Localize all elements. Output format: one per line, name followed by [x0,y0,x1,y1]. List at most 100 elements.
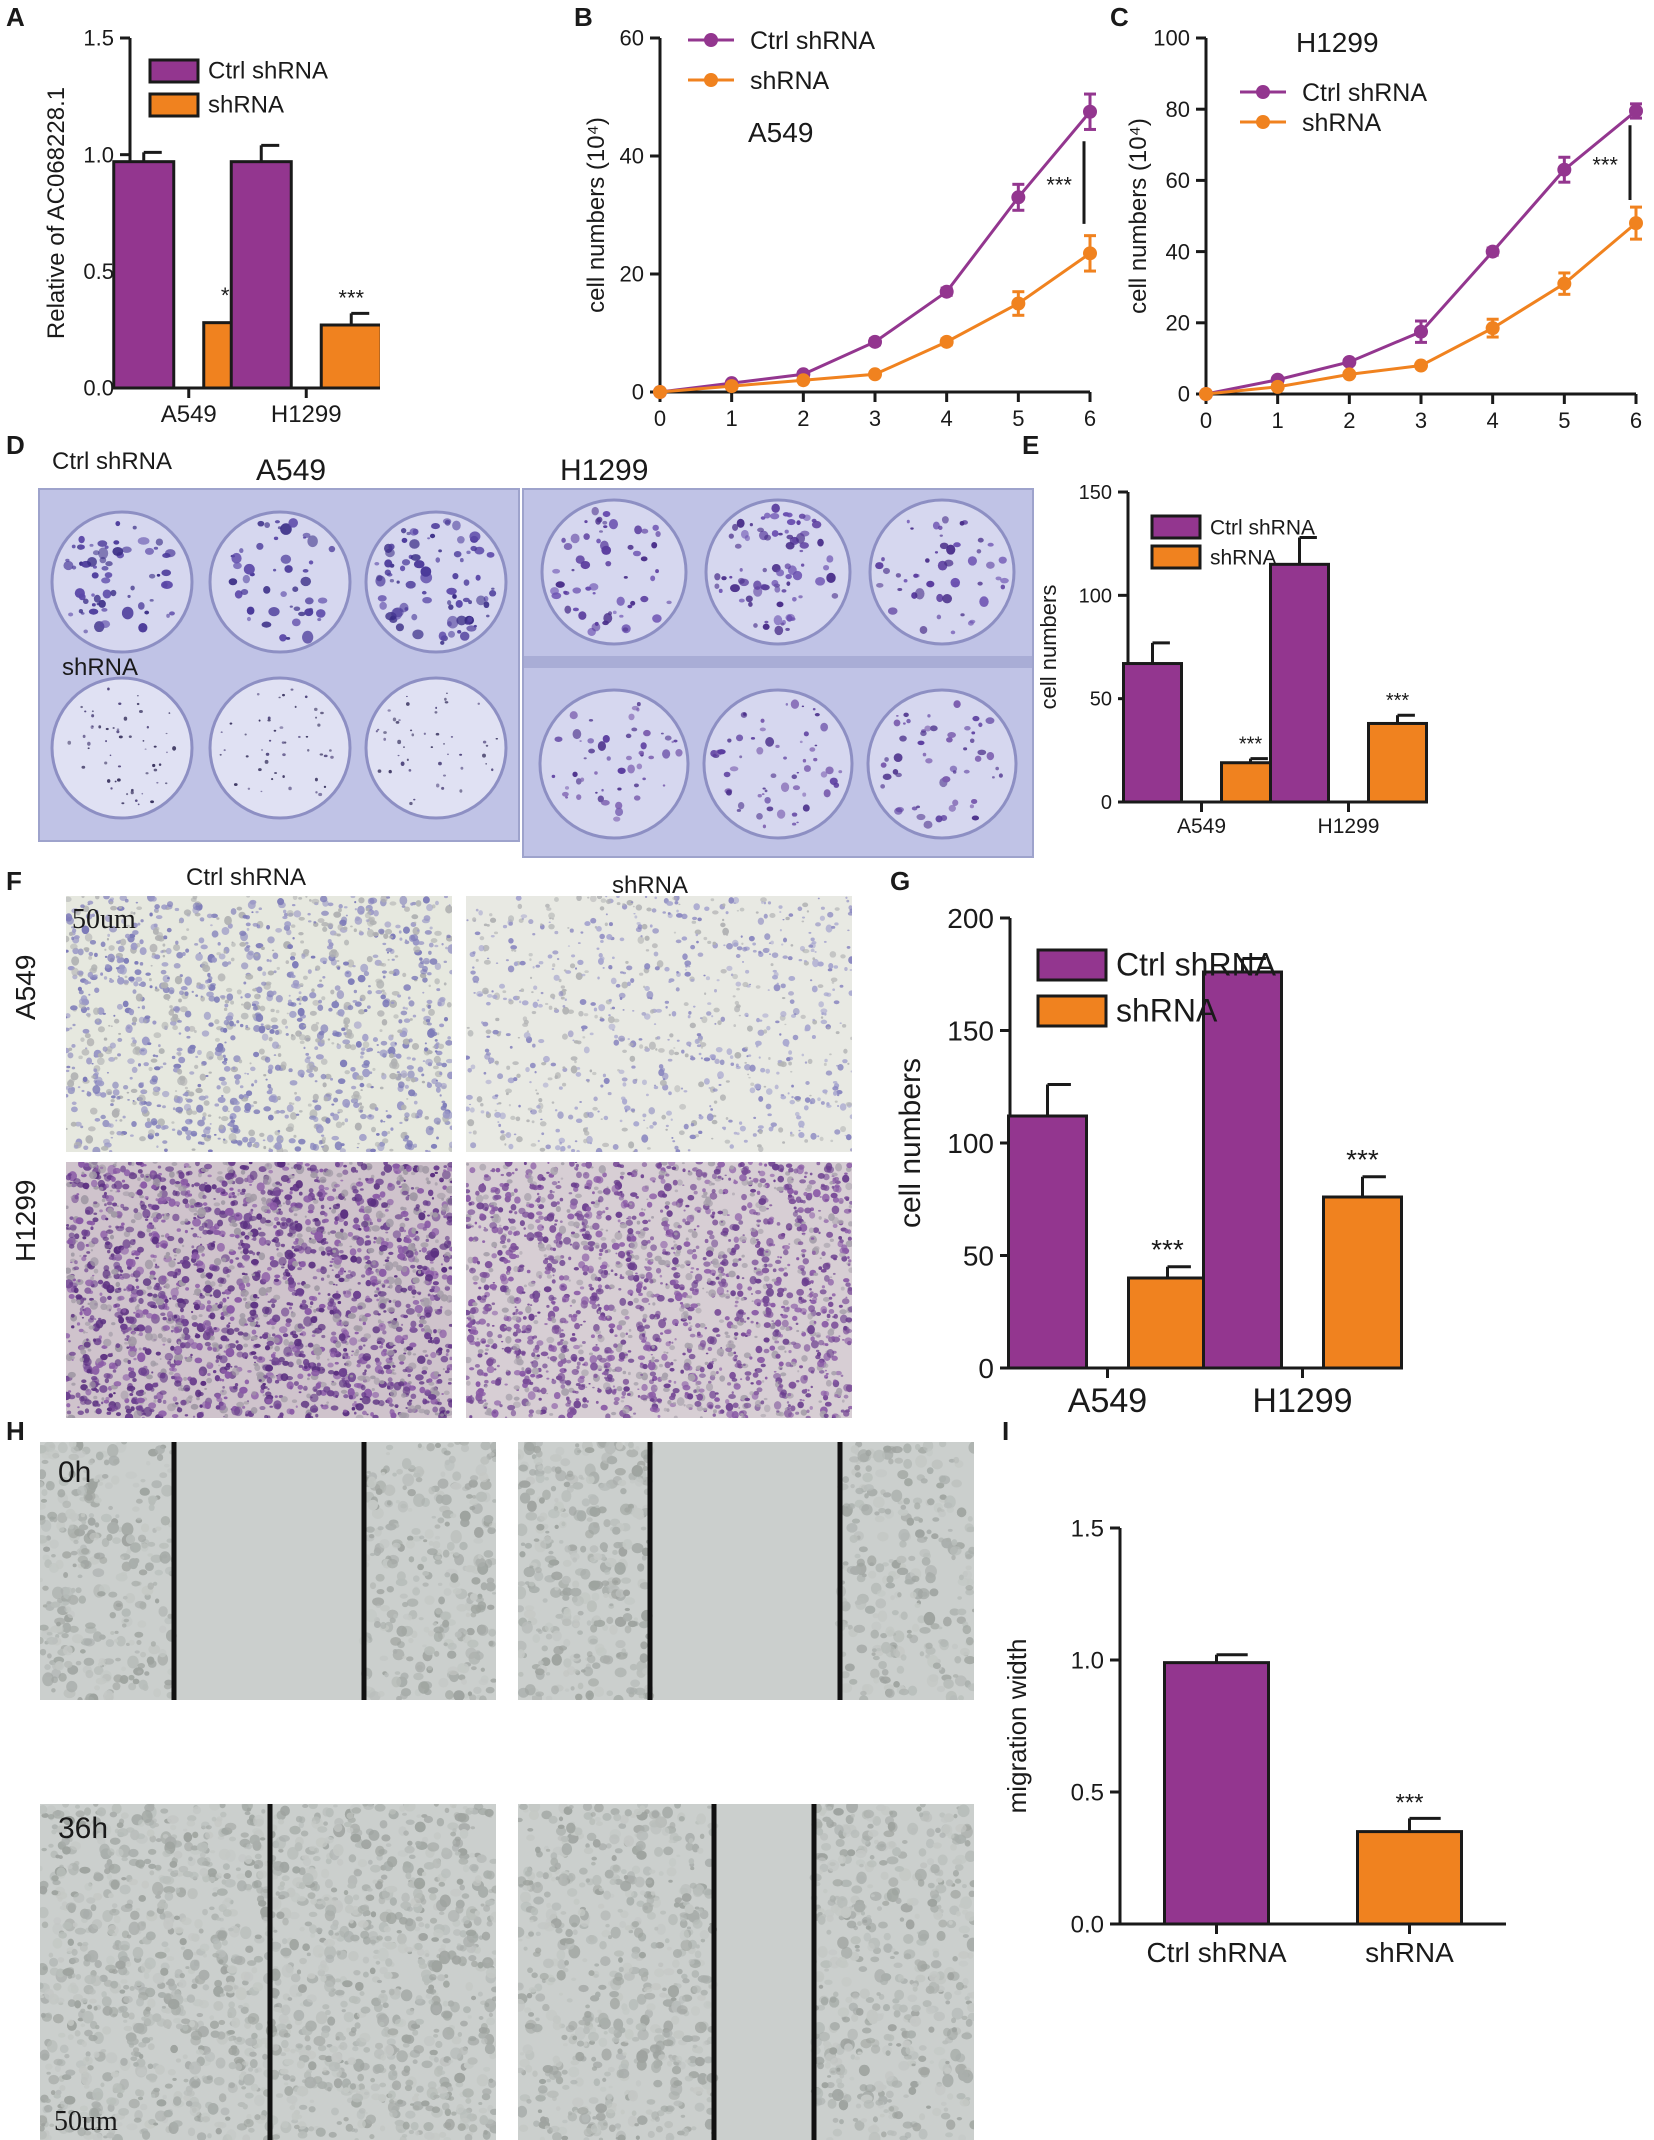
bar-shrna-a549 [1127,1276,1208,1370]
panel-letter-f: F [6,866,22,896]
legend-label: shRNA [1210,547,1277,570]
transwell-a549-sh-photo [466,896,852,1152]
y-tick-label: 100 [947,1128,994,1159]
transwell-a549-ctrl-photo [66,896,452,1152]
y-axis-label: Relative of AC068228.1 [43,87,70,339]
x-tick-label: 5 [1558,408,1570,430]
significance-marker: *** [1346,1144,1379,1175]
bar-ctrl-shrna-a549 [1007,1114,1088,1370]
legend-marker [1256,85,1270,99]
y-tick-label: 20 [620,262,644,287]
x-tick-label: 0 [1200,408,1212,430]
y-tick-label: 50 [1090,689,1112,711]
data-point [1414,358,1428,373]
data-point [939,284,954,299]
legend-swatch [1150,544,1202,570]
y-tick-label: 1.0 [1071,1647,1104,1674]
bar-shrna-h1299 [319,323,380,390]
y-tick-label: 0 [1101,792,1112,814]
data-point [1485,321,1500,336]
y-tick-label: 60 [620,26,644,51]
x-tick-label: A549 [161,401,217,428]
panel-letter-c: C [1110,2,1129,32]
panel-f-col2-label: shRNA [612,872,689,899]
significance-marker: *** [1239,734,1263,756]
bar-ctrl-shrna-h1299 [1202,970,1283,1370]
chart-b-a549-growth: 0 20 40 60 cell numbers (10⁴) 0 1 2 3 4 5 6 Days *** C… [583,26,1097,430]
bar-ctrl-shrna-ctrl-shrna [1163,1661,1270,1926]
chart-a-relative-expression: 0.0 0.5 1.0 1.5 Relative of AC068228.1 *** A54… [43,26,380,428]
bar-shrna-h1299 [1322,1195,1403,1370]
colony-plate-h1299-photo [522,488,1034,858]
bar-shrna-h1299 [1367,721,1428,804]
bar-ctrl-shrna-a549 [1122,662,1183,804]
y-axis-label: migration width [1002,1639,1032,1814]
wound-ctrl-0h-photo [40,1442,496,1700]
x-tick-label: 6 [1630,408,1642,430]
x-tick-label: A549 [1177,815,1226,838]
x-tick-label: 2 [797,406,809,430]
wound-sh-0h-photo [518,1442,974,1700]
bar-shrna-shrna [1356,1830,1463,1926]
data-point [868,334,882,349]
legend-swatch [1036,948,1108,982]
chart-e-colony-count: 0 50 100 150 cell numbers *** A549 *** H1299 Ctrl… [1036,482,1428,838]
x-axis-label: Days [1401,428,1460,430]
x-tick-label: 3 [1415,408,1427,430]
legend-swatch [1036,994,1108,1028]
y-tick-label: 0 [632,380,644,405]
data-point [868,367,882,382]
y-tick-label: 150 [1079,482,1112,504]
transwell-h1299-sh-photo [466,1162,852,1418]
panel-f-col1-label: Ctrl shRNA [186,864,307,891]
legend-marker [1256,115,1270,129]
y-tick-label: 100 [1079,585,1112,607]
panel-letter-h: H [6,1416,25,1446]
colony-plate-a549-photo [38,488,520,842]
transwell-scale-label: 50um [72,904,136,935]
y-tick-label: 80 [1166,97,1190,122]
data-point [1083,104,1097,119]
legend-marker [704,73,718,87]
y-tick-label: 60 [1166,168,1190,193]
x-tick-label: Ctrl shRNA [1146,1937,1286,1968]
y-tick-label: 0.0 [83,376,114,401]
significance-marker: *** [338,285,364,310]
y-tick-label: 40 [620,144,644,169]
y-tick-label: 1.0 [83,142,114,167]
x-tick-label: 4 [941,406,953,430]
panel-letter-g: G [890,866,911,896]
colony-plate-a549-wells [40,490,518,840]
y-tick-label: 0 [1178,382,1190,407]
data-point [1557,162,1572,177]
x-tick-label: H1299 [1252,1382,1352,1420]
x-axis-label: Days [855,426,914,430]
data-point [1629,216,1643,231]
data-point [1414,324,1428,339]
x-tick-label: 2 [1343,408,1355,430]
colony-plate-h1299-wells [524,490,1032,856]
transwell-h1299-ctrl-photo [66,1162,452,1418]
chart-c-h1299-growth: 0 20 40 60 80 100 cell numbers (10⁴) 0 1 2 3 4 5 6 Day… [1125,26,1643,430]
bar-ctrl-shrna-a549 [112,160,176,390]
legend-label: Ctrl shRNA [208,58,328,85]
legend-label: Ctrl shRNA [1302,79,1427,107]
x-tick-label: 1 [1272,408,1284,430]
legend-label: shRNA [750,67,830,95]
series-line-ctrl [659,110,1092,394]
data-point [1199,387,1213,401]
panel-d-a549-label: A549 [256,454,327,487]
data-point [1629,103,1643,118]
data-point [1083,246,1097,261]
y-tick-label: 20 [1166,311,1190,336]
x-tick-label: 3 [869,406,881,430]
panel-f-row1-label: A549 [10,954,41,1020]
x-tick-label: 5 [1012,406,1024,430]
bar-ctrl-shrna-h1299 [1269,562,1330,804]
chart-title: A549 [748,117,813,148]
y-tick-label: 200 [947,903,994,934]
y-axis-label: cell numbers [894,1058,927,1228]
legend-label: shRNA [208,92,284,119]
data-point [796,373,811,388]
legend-label: Ctrl shRNA [1210,517,1315,540]
